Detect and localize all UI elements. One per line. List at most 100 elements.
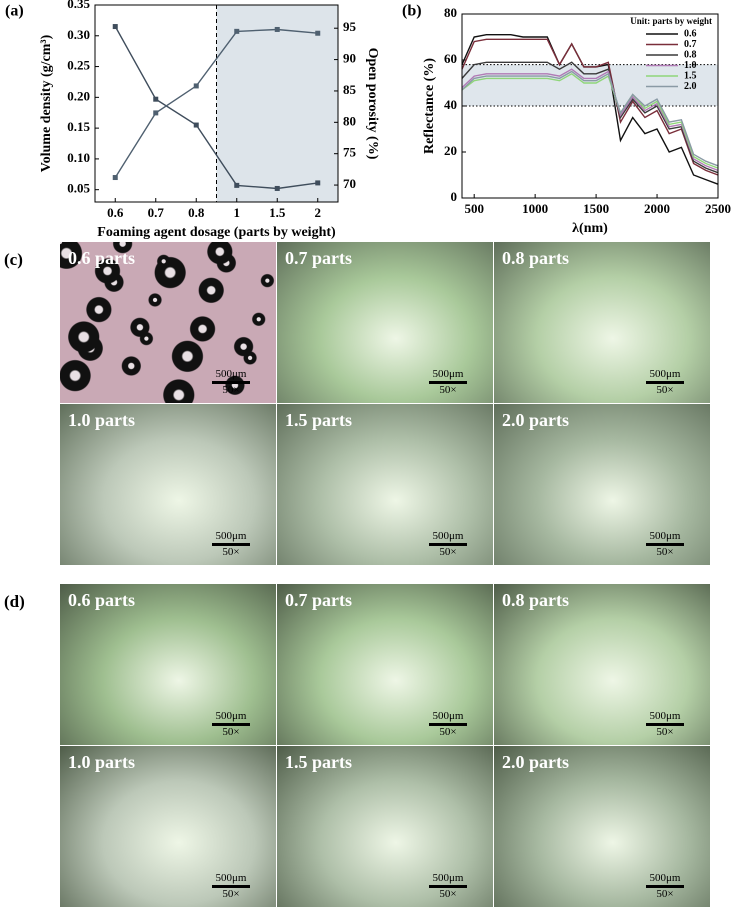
scale-text: 500μm xyxy=(432,530,464,542)
magnification: 50× xyxy=(439,384,457,396)
y-tick-label: 0.10 xyxy=(67,150,90,165)
scale-line xyxy=(429,723,467,726)
y-tick-label: 0.20 xyxy=(67,88,90,103)
band xyxy=(462,64,718,106)
y-tick-label: 20 xyxy=(444,143,457,158)
scale-bar: 500μm 50× xyxy=(642,872,688,901)
marker xyxy=(274,26,280,32)
legend-label: 2.0 xyxy=(684,81,697,92)
micrograph: 1.5 parts 500μm 50× xyxy=(277,746,493,907)
plot-frame xyxy=(94,4,339,203)
panel-label: 0.6 parts xyxy=(68,590,135,610)
scale-line xyxy=(429,885,467,888)
micrograph: 1.0 parts 500μm 50× xyxy=(60,404,276,565)
micrograph: 0.6 parts 500μm 50× xyxy=(60,242,276,403)
magnification: 50× xyxy=(656,546,674,558)
scale-text: 500μm xyxy=(649,368,681,380)
series-line xyxy=(461,70,719,167)
magnification: 50× xyxy=(439,726,457,738)
plot-frame xyxy=(461,13,719,199)
x-tick-label: 0.7 xyxy=(148,205,165,220)
y-tick-label: 0.05 xyxy=(67,181,90,196)
scale-text: 500μm xyxy=(432,872,464,884)
y-tick-label: 0.30 xyxy=(67,27,90,42)
panel-label: (a) xyxy=(5,3,24,20)
marker xyxy=(234,28,240,34)
micrograph: 0.7 parts 500μm 50× xyxy=(277,584,493,745)
panel-label: (b) xyxy=(402,3,422,20)
x-tick-label: 0.8 xyxy=(188,205,205,220)
scale-text: 500μm xyxy=(215,530,247,542)
marker xyxy=(112,175,118,181)
magnification: 50× xyxy=(656,888,674,900)
scale-bar: 500μm 50× xyxy=(642,368,688,397)
scale-bar: 500μm 50× xyxy=(208,872,254,901)
micrograph: 0.6 parts 500μm 50× xyxy=(60,584,276,745)
scale-bar: 500μm 50× xyxy=(208,530,254,559)
x-tick-label: 2000 xyxy=(644,201,670,216)
panel-label: 1.0 parts xyxy=(68,410,135,430)
figure-label: (d) xyxy=(4,592,25,611)
x-tick-label: 1.5 xyxy=(269,205,286,220)
y-tick-label: 0 xyxy=(451,189,458,204)
panel-label: 0.6 parts xyxy=(68,248,135,268)
scale-bar: 500μm 50× xyxy=(425,530,471,559)
y-tick-label: 0.25 xyxy=(67,58,90,73)
marker xyxy=(193,122,199,128)
magnification: 50× xyxy=(222,384,240,396)
series-line xyxy=(114,26,318,190)
micrograph: 0.7 parts 500μm 50× xyxy=(277,242,493,403)
scale-text: 500μm xyxy=(215,368,247,380)
panel-label: 2.0 parts xyxy=(502,410,569,430)
scale-bar: 500μm 50× xyxy=(425,710,471,739)
x-tick-label: 500 xyxy=(464,201,484,216)
x-tick-label: 2500 xyxy=(705,201,731,216)
scale-line xyxy=(646,543,684,546)
charts: (a)0.6 0.7 0.8 1 1.5 20.050.100.150.200.250.3… xyxy=(5,0,731,240)
marker xyxy=(315,30,321,36)
micrograph: 0.8 parts 500μm 50× xyxy=(494,242,710,403)
scale-text: 500μm xyxy=(215,872,247,884)
marker xyxy=(234,182,240,188)
scale-text: 500μm xyxy=(649,872,681,884)
legend-label: 0.6 xyxy=(684,28,697,39)
micrograph: 2.0 parts 500μm 50× xyxy=(494,404,710,565)
scale-text: 500μm xyxy=(649,530,681,542)
x-axis-title: Foaming agent dosage (parts by weight) xyxy=(97,225,336,240)
scale-bar: 500μm 50× xyxy=(208,710,254,739)
scale-text: 500μm xyxy=(432,368,464,380)
figure-label: (c) xyxy=(4,250,23,269)
marker xyxy=(274,185,280,191)
scale-line xyxy=(212,723,250,726)
series-line xyxy=(461,61,719,174)
panel-label: 1.5 parts xyxy=(285,752,352,772)
panel-label: 0.8 parts xyxy=(502,590,569,610)
scale-line xyxy=(212,543,250,546)
micrograph: 1.5 parts 500μm 50× xyxy=(277,404,493,565)
series-line xyxy=(461,68,719,172)
magnification: 50× xyxy=(656,384,674,396)
marker xyxy=(193,83,199,89)
y2-tick-label: 85 xyxy=(343,82,357,97)
x-axis-title: λ(nm) xyxy=(572,221,608,236)
panel-label: 2.0 parts xyxy=(502,752,569,772)
micrographs: (c) 0.6 parts 500μm 50× 0.7 parts 500μm 50× 0.8… xyxy=(0,240,734,911)
scale-line xyxy=(212,381,250,384)
series-line xyxy=(461,72,719,169)
y2-tick-label: 80 xyxy=(343,113,356,128)
y-axis-title: Reflectance (%) xyxy=(422,58,437,154)
x-tick-label: 1000 xyxy=(522,201,548,216)
scale-line xyxy=(646,885,684,888)
y2-axis-title: Open porosity (%) xyxy=(365,48,380,160)
scale-bar: 500μm 50× xyxy=(642,530,688,559)
x-tick-label: 0.6 xyxy=(107,205,124,220)
magnification: 50× xyxy=(439,546,457,558)
scale-bar: 500μm 50× xyxy=(642,710,688,739)
series-line xyxy=(114,28,318,178)
y-tick-label: 0.15 xyxy=(67,119,90,134)
panel-label: 0.7 parts xyxy=(285,590,352,610)
y2-tick-label: 70 xyxy=(343,176,356,191)
micrograph: 2.0 parts 500μm 50× xyxy=(494,746,710,907)
y2-tick-label: 95 xyxy=(343,19,357,34)
